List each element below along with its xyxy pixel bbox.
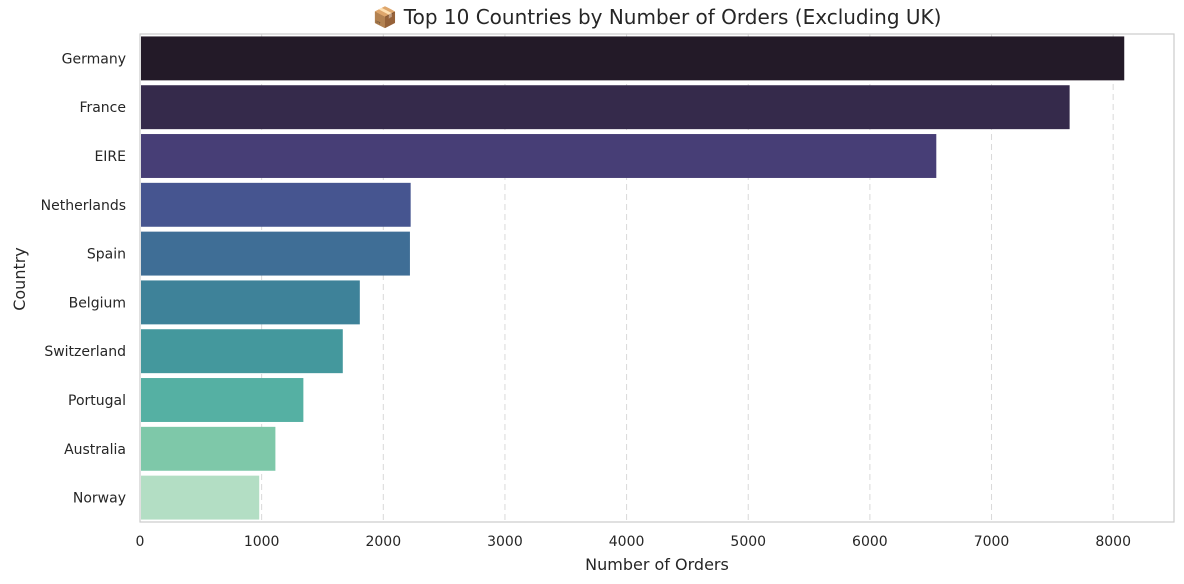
x-tick-label: 5000 bbox=[730, 534, 766, 550]
bar-belgium bbox=[141, 280, 360, 325]
bar-netherlands bbox=[141, 182, 411, 227]
bar-france bbox=[141, 85, 1070, 130]
y-tick-label: EIRE bbox=[94, 149, 126, 165]
x-tick-label: 7000 bbox=[974, 534, 1010, 550]
y-tick-label: Norway bbox=[73, 491, 126, 507]
x-tick-label: 3000 bbox=[487, 534, 523, 550]
x-tick-labels: 0 1000 2000 3000 4000 5000 6000 7000 8000 bbox=[136, 534, 1131, 550]
bar-norway bbox=[141, 475, 260, 520]
y-tick-label: Spain bbox=[87, 247, 126, 263]
bars bbox=[141, 36, 1125, 520]
y-tick-label: Portugal bbox=[68, 393, 126, 409]
bar-germany bbox=[141, 36, 1125, 81]
x-tick-label: 6000 bbox=[852, 534, 888, 550]
bar-eire bbox=[141, 134, 937, 178]
x-axis-label: Number of Orders bbox=[585, 555, 729, 574]
x-tick-label: 1000 bbox=[244, 534, 280, 550]
y-tick-label: Belgium bbox=[69, 295, 126, 311]
bar-portugal bbox=[141, 378, 304, 422]
bar-australia bbox=[141, 426, 276, 471]
bar-spain bbox=[141, 231, 410, 276]
y-tick-label: Netherlands bbox=[41, 198, 126, 214]
plot-frame bbox=[139, 33, 1175, 523]
bar-switzerland bbox=[141, 329, 343, 374]
chart-title: 📦 Top 10 Countries by Number of Orders (… bbox=[372, 5, 942, 29]
y-tick-label: Germany bbox=[62, 51, 126, 67]
y-tick-label: Switzerland bbox=[44, 344, 126, 360]
x-tick-label: 0 bbox=[136, 534, 145, 550]
y-tick-label: France bbox=[79, 100, 126, 116]
x-tick-label: 2000 bbox=[365, 534, 401, 550]
y-axis-label: Country bbox=[10, 247, 29, 311]
y-tick-labels: Germany France EIRE Netherlands Spain Belgium… bbox=[41, 51, 126, 506]
x-tick-label: 4000 bbox=[609, 534, 645, 550]
y-tick-label: Australia bbox=[64, 442, 126, 458]
x-tick-label: 8000 bbox=[1095, 534, 1131, 550]
